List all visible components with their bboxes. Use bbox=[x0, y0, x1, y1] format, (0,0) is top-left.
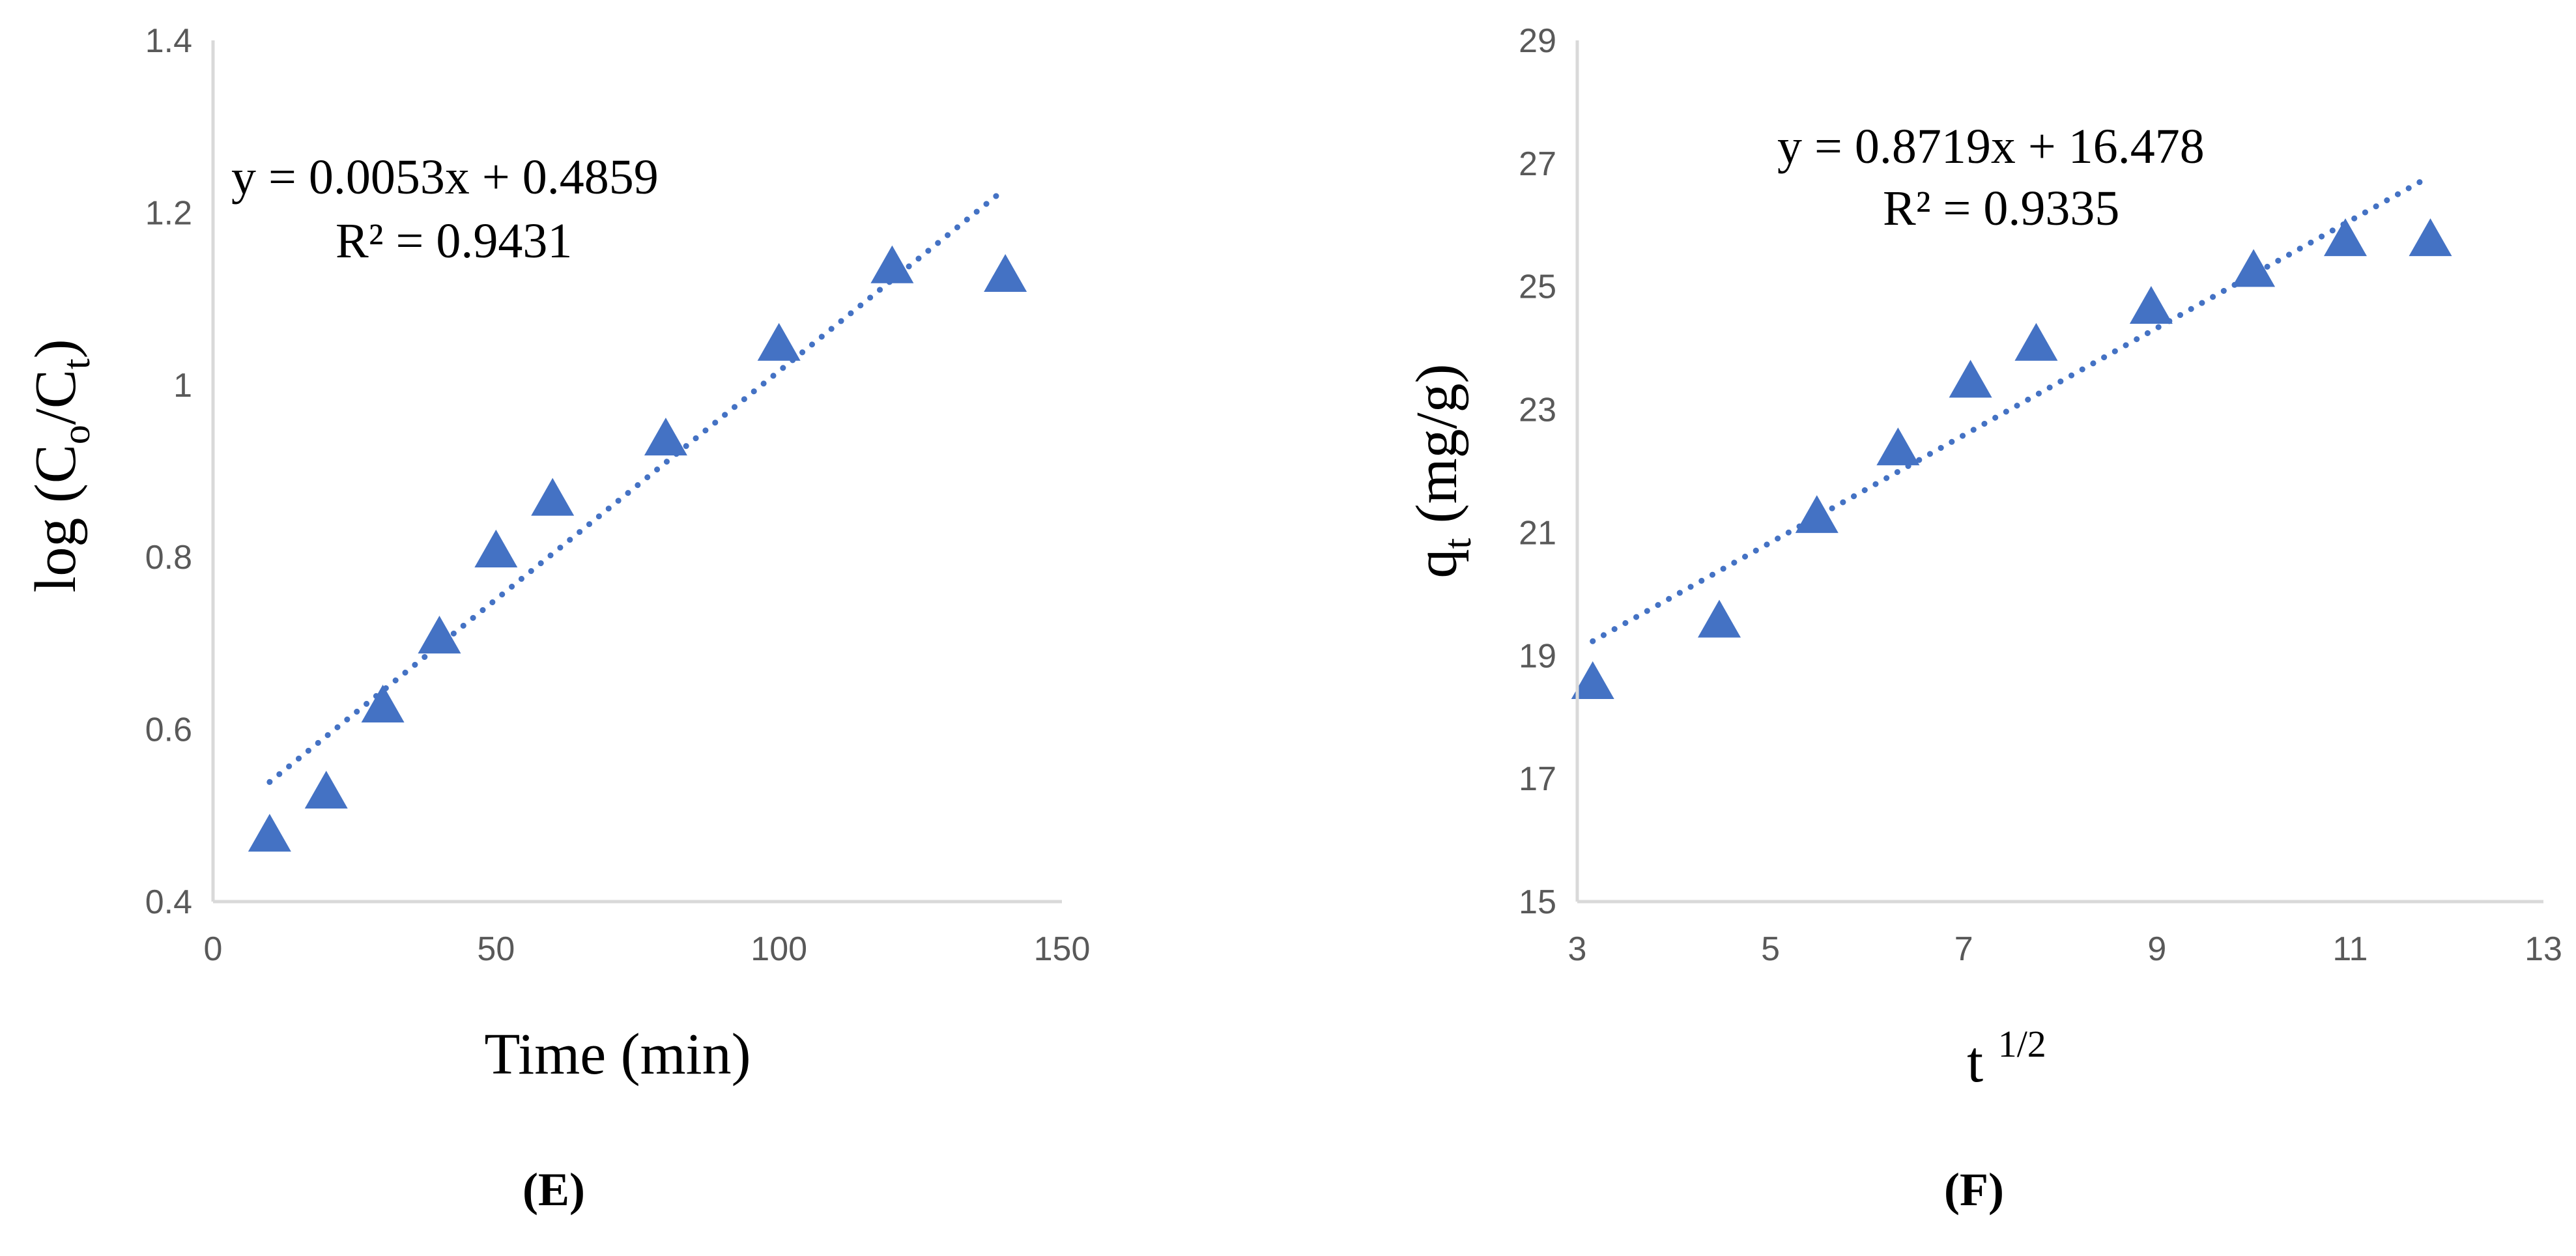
y-tick-label-f-7: 29 bbox=[1519, 22, 1556, 60]
y-tick-label-e-4: 1.2 bbox=[145, 194, 192, 232]
y-tick-label-f-0: 15 bbox=[1519, 883, 1556, 921]
data-point-e-7 bbox=[757, 322, 801, 361]
y-tick-label-e-2: 0.8 bbox=[145, 539, 192, 577]
data-layer-e bbox=[248, 186, 1027, 852]
data-point-f-9 bbox=[2409, 218, 2452, 257]
y-tick-label-f-4: 23 bbox=[1519, 392, 1556, 429]
panel-label-e-open: ( bbox=[522, 1163, 538, 1216]
panel-label-f-open: ( bbox=[1944, 1163, 1960, 1216]
data-point-e-3 bbox=[418, 616, 461, 654]
trendline-e bbox=[266, 186, 1009, 785]
data-point-e-2 bbox=[361, 684, 405, 722]
panel-label-f-close: ) bbox=[1988, 1163, 2004, 1216]
data-point-f-2 bbox=[1795, 495, 1839, 534]
y-axis-title-f-base: q bbox=[1405, 549, 1469, 578]
y-tick-label-f-5: 25 bbox=[1519, 268, 1556, 306]
data-point-e-9 bbox=[984, 253, 1027, 292]
data-point-e-5 bbox=[531, 478, 575, 516]
y-axis-title-e-sub1: o bbox=[55, 425, 98, 444]
x-tick-label-f-0: 3 bbox=[1568, 930, 1587, 968]
y-tick-labels-f: 15 17 19 21 23 25 27 29 bbox=[1519, 22, 1556, 921]
y-tick-label-f-3: 21 bbox=[1519, 514, 1556, 552]
x-tick-label-e-1: 50 bbox=[477, 930, 515, 968]
data-point-e-8 bbox=[870, 245, 914, 283]
data-point-f-6 bbox=[2129, 286, 2173, 324]
y-tick-label-e-3: 1 bbox=[173, 367, 192, 405]
data-point-f-7 bbox=[2232, 249, 2276, 287]
x-axis-title-f: t 1/2 bbox=[1967, 1023, 2046, 1094]
trendline-equation-f: y = 0.8719x + 16.478 bbox=[1777, 119, 2205, 174]
panel-label-e: (E) bbox=[522, 1163, 585, 1216]
y-axis-title-e: log (Co/Ct) bbox=[23, 339, 98, 592]
data-point-f-1 bbox=[1698, 599, 1741, 638]
y-axis-title-e-base: log (C bbox=[23, 444, 88, 593]
x-axis-title-e: Time (min) bbox=[484, 1022, 751, 1087]
panel-label-e-letter: E bbox=[538, 1163, 569, 1216]
x-tick-label-f-1: 5 bbox=[1761, 930, 1780, 968]
y-tick-label-f-6: 27 bbox=[1519, 145, 1556, 183]
chart-panel-f: 15 17 19 21 23 25 27 29 3 5 7 9 11 13 y = 0.8719x + … bbox=[1405, 22, 2562, 1216]
data-point-e-0 bbox=[248, 814, 291, 852]
x-tick-labels-e: 0 50 100 150 bbox=[204, 930, 1091, 968]
panel-label-e-close: ) bbox=[569, 1163, 585, 1216]
y-axis-title-e-sub2: t bbox=[55, 358, 98, 369]
r-squared-f: R² = 0.9335 bbox=[1883, 181, 2119, 236]
x-tick-label-f-4: 11 bbox=[2332, 930, 2368, 968]
chart-panel-e: 0.4 0.6 0.8 1 1.2 1.4 0 50 100 150 y = 0.0053x +… bbox=[23, 22, 1090, 1216]
y-tick-label-e-1: 0.6 bbox=[145, 711, 192, 749]
data-point-f-8 bbox=[2323, 218, 2367, 257]
data-point-e-6 bbox=[644, 418, 687, 456]
y-axis-title-f-end: (mg/g) bbox=[1405, 364, 1469, 537]
panel-label-f-letter: F bbox=[1960, 1163, 1988, 1216]
trendline-equation-e: y = 0.0053x + 0.4859 bbox=[231, 150, 659, 205]
x-axis-title-f-base: t bbox=[1967, 1030, 1998, 1094]
x-tick-label-e-3: 150 bbox=[1034, 930, 1091, 968]
y-tick-label-e-0: 0.4 bbox=[145, 883, 192, 921]
data-point-e-1 bbox=[304, 771, 348, 809]
data-point-f-3 bbox=[1876, 427, 1920, 466]
panel-label-f: (F) bbox=[1944, 1163, 2004, 1216]
y-axis-title-f-sub: t bbox=[1436, 538, 1479, 549]
x-axis-title-f-sup: 1/2 bbox=[1998, 1023, 2046, 1065]
y-axis-title-e-mid: /C bbox=[23, 369, 88, 425]
x-tick-labels-f: 3 5 7 9 11 13 bbox=[1568, 930, 2562, 968]
y-axis-title-f: qt (mg/g) bbox=[1405, 364, 1479, 578]
data-point-f-5 bbox=[2014, 322, 2058, 361]
trendline-f bbox=[1590, 173, 2433, 644]
x-tick-label-f-5: 13 bbox=[2525, 930, 2562, 968]
data-point-f-4 bbox=[1949, 360, 1992, 398]
x-tick-label-f-2: 7 bbox=[1954, 930, 1973, 968]
data-layer-f bbox=[1571, 173, 2452, 700]
y-tick-label-e-5: 1.4 bbox=[145, 22, 192, 60]
x-tick-label-e-2: 100 bbox=[751, 930, 807, 968]
y-tick-label-f-2: 19 bbox=[1519, 637, 1556, 675]
data-point-f-0 bbox=[1571, 661, 1614, 700]
x-tick-label-f-3: 9 bbox=[2147, 930, 2166, 968]
y-tick-label-f-1: 17 bbox=[1519, 760, 1556, 798]
r-squared-e: R² = 0.9431 bbox=[336, 214, 572, 268]
data-point-e-4 bbox=[474, 529, 518, 567]
y-tick-labels-e: 0.4 0.6 0.8 1 1.2 1.4 bbox=[145, 22, 192, 921]
x-tick-label-e-0: 0 bbox=[204, 930, 223, 968]
y-axis-title-e-end: ) bbox=[23, 339, 88, 358]
